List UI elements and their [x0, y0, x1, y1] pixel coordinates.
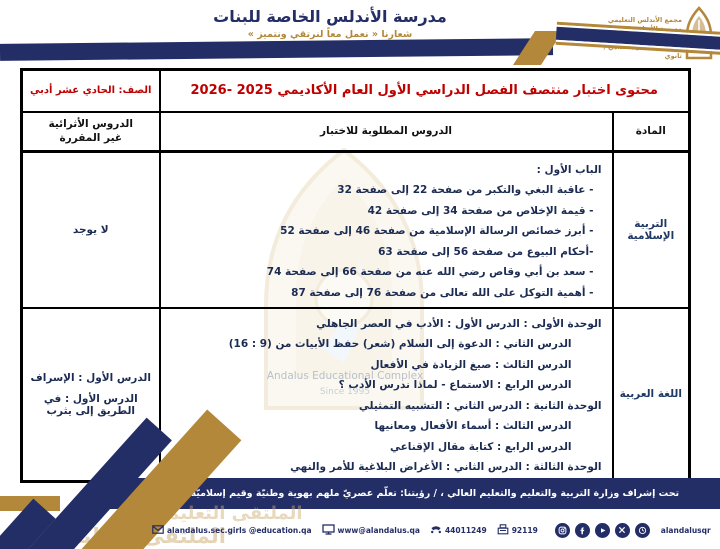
x-icon: [614, 522, 630, 538]
lesson-line: الدرس الثاني : الدعوة إلى السلام (شعر) ح…: [228, 338, 572, 350]
logo-text-line: مجمع الأندلس التعليمي: [607, 16, 682, 24]
required-lessons-cell: الوحدة الأولى : الدرس الأول : الأدب في ا…: [158, 306, 614, 482]
title-row: محتوى اختبار منتصف الفصل الدراسي الأول ا…: [20, 68, 691, 113]
contact-item: 44011249: [430, 524, 487, 537]
youtube-icon: [594, 522, 610, 538]
top-navy-ribbon: [0, 38, 554, 61]
column-header-row: المادة الدروس المطلوبة للاختبار الدروس ا…: [20, 110, 691, 153]
bottom-left-gold-bar: [0, 496, 60, 511]
contact-item: alandalus.sec.girls @education.qa: [152, 524, 312, 537]
lesson-line: الدرس الثالث : صيغ الزيادة في الأفعال: [370, 358, 572, 371]
exam-title: محتوى اختبار منتصف الفصل الدراسي الأول ا…: [158, 68, 691, 113]
lesson-line: - سعد بن أبي وقاص رضي الله عنه من صفحة 6…: [266, 266, 594, 278]
exam-content-table: محتوى اختبار منتصف الفصل الدراسي الأول ا…: [20, 68, 691, 483]
monitor-icon: [321, 523, 335, 537]
instagram-icon: [554, 522, 570, 538]
school-motto: شعارنا « نعمل معاً لنرتقي ونتميز »: [247, 29, 413, 40]
lesson-line: الدرس الرابع : كتابة مقال الإقناعي: [390, 440, 572, 453]
lesson-line: -أحكام البيوع من صفحة 56 إلى صفحة 63: [378, 245, 594, 258]
lesson-line: الدرس الثالث : أسماء الأفعال ومعانيها: [374, 420, 572, 432]
lesson-line: الوحدة الأولى : الدرس الأول : الأدب في ا…: [316, 317, 602, 330]
col-header-enrichment-line2: غير المقررة: [59, 132, 123, 145]
contact-bar: alandalus.sec.girls @education.qa www@ala…: [152, 514, 712, 546]
enrichment-line: لا يوجد: [72, 223, 109, 236]
subject-cell: التربية الإسلامية: [611, 150, 691, 309]
lesson-line: الوحدة الثانية : الدرس الثاني : التشبيه …: [358, 399, 602, 412]
table-row: التربية الإسلامية الباب الأول : - عاقبة ال…: [20, 150, 691, 309]
enrichment-lessons-cell: الدرس الأول : الإسراف الدرس الأول : في ال…: [20, 306, 161, 482]
class-label: الصف: الحادي عشر أدبي: [20, 68, 161, 113]
table-row: اللغة العربية الوحدة الأولى : الدرس الأول…: [20, 306, 691, 482]
contact-text: www@alandalus.qa: [337, 525, 420, 535]
subject-cell: اللغة العربية: [611, 306, 691, 482]
lesson-line: - أبرز خصائص الرسالة الإسلامية من صفحة 4…: [280, 225, 594, 237]
lesson-line: - عاقبة البغي والتكبر من صفحة 22 إلى صفح…: [337, 184, 594, 196]
contact-item: www@alandalus.qa: [321, 523, 420, 537]
fax-icon: [497, 523, 509, 537]
school-name: مدرسة الأندلس الخاصة للبنات: [213, 7, 447, 26]
contact-item: 92119: [497, 523, 538, 537]
enrichment-lessons-cell: لا يوجد: [20, 150, 161, 309]
social-handle: alandalusqr: [660, 525, 711, 535]
lesson-line: - أهمية التوكل على الله تعالى من صفحة 76…: [291, 286, 594, 299]
enrichment-line: الدرس الأول : الإسراف: [30, 371, 151, 384]
col-header-subject: المادة: [611, 110, 691, 153]
contact-text: 92119: [511, 525, 538, 535]
contact-text: 44011249: [444, 525, 487, 535]
lesson-line: الدرس الرابع : الاستماع - لماذا ندرس الأ…: [338, 379, 572, 391]
col-header-enrichment: الدروس الأثرائية غير المقررة: [20, 110, 161, 153]
lesson-line: الباب الأول :: [536, 163, 602, 176]
lesson-line: الوحدة الثالثة : الدرس الثاني : الأغراض …: [290, 461, 602, 473]
phone-icon: [430, 524, 442, 537]
contact-text: alandalus.sec.girls @education.qa: [167, 525, 312, 535]
required-lessons-cell: الباب الأول : - عاقبة البغي والتكبر من صف…: [158, 150, 614, 309]
email-icon: [152, 524, 164, 537]
lesson-line: - قيمة الإخلاص من صفحة 34 إلى صفحة 42: [367, 204, 594, 217]
col-header-enrichment-line1: الدروس الأثرائية: [48, 118, 133, 131]
clock-icon: [634, 522, 650, 538]
supervision-text: تحت إشراف وزارة التربية والتعليم والتعلي…: [186, 488, 680, 499]
facebook-icon: [574, 522, 590, 538]
enrichment-line: الدرس الأول : في الطريق إلى يثرب: [43, 392, 138, 417]
col-header-required: الدروس المطلوبة للاختبار: [158, 110, 614, 153]
